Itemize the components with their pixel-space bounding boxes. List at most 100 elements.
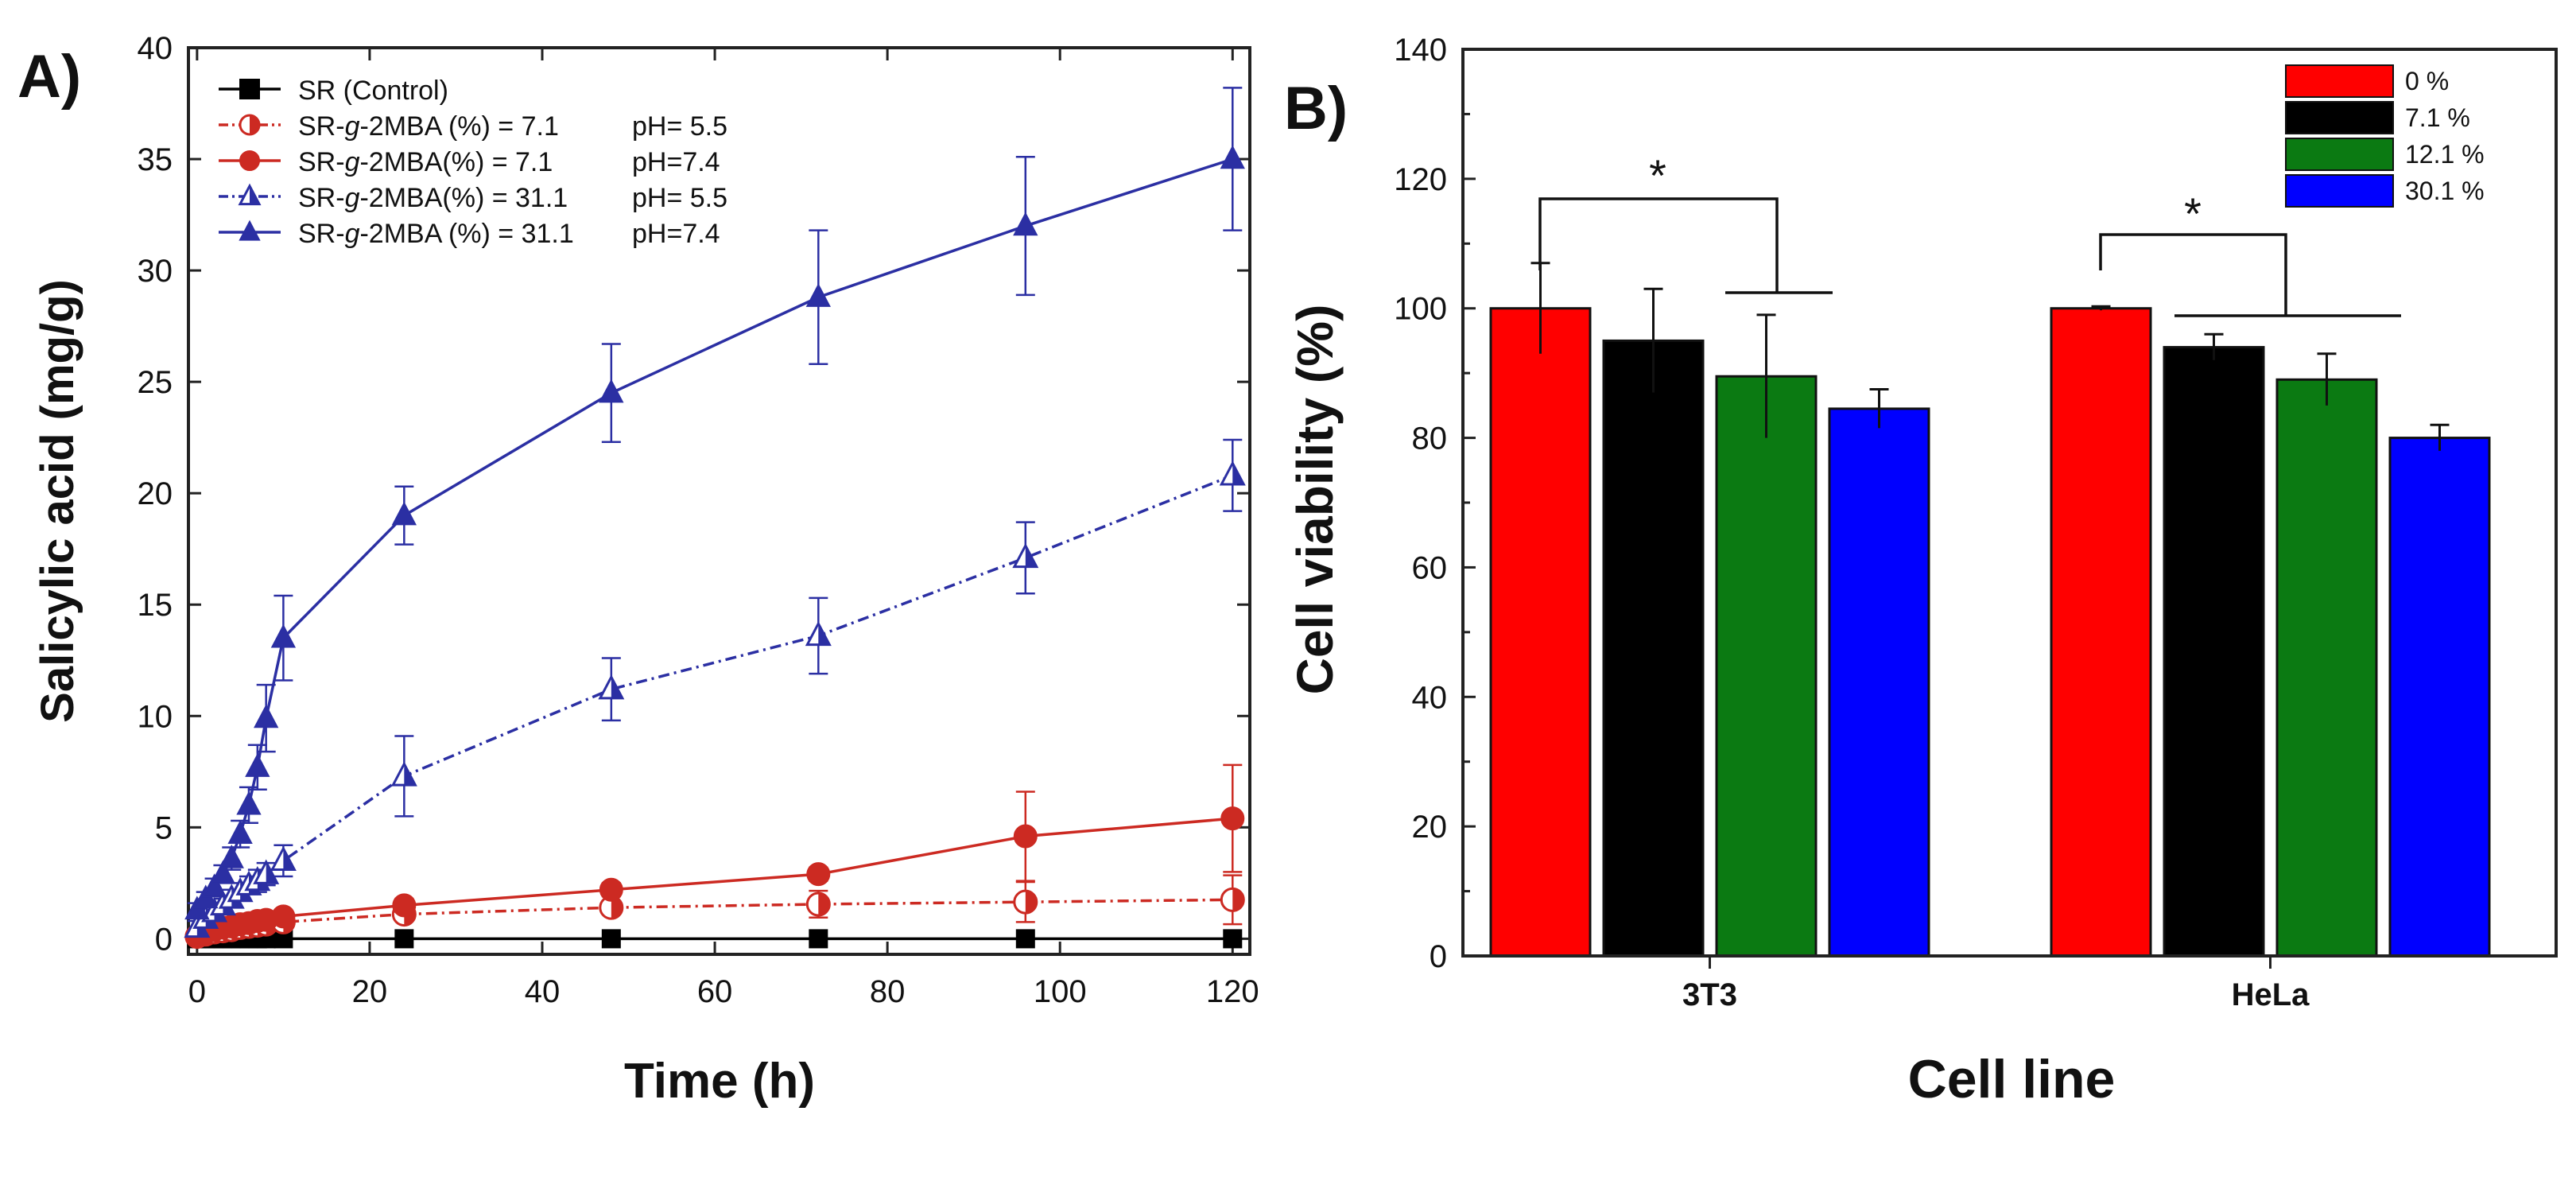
data-point-triangle-half-fill bbox=[1025, 546, 1037, 567]
data-point-triangle bbox=[1013, 212, 1038, 236]
data-point-circle-half-fill bbox=[818, 892, 830, 915]
bar-HeLa-3 bbox=[2388, 437, 2491, 958]
panel-a-x-tick-label: 80 bbox=[870, 974, 906, 1009]
legend-label-prefix: SR- bbox=[298, 147, 345, 177]
legend-label-suffix: -2MBA(%) = 7.1 bbox=[359, 147, 553, 177]
data-point-triangle-half-fill bbox=[266, 861, 277, 884]
data-point-triangle bbox=[210, 860, 236, 884]
panel-a-y-tick-label: 25 bbox=[138, 365, 173, 400]
legend-label-italic: g bbox=[345, 111, 360, 142]
panel-b-bars: 3T3 HeLa bbox=[1489, 262, 2491, 1012]
legend-ph-label: pH= 5.5 bbox=[632, 111, 727, 142]
bar-HeLa-0 bbox=[2050, 307, 2152, 958]
data-point-circle-half-fill bbox=[250, 115, 259, 134]
panel-b-y-tick-label: 100 bbox=[1394, 292, 1447, 327]
panel-a-y-tick-label: 35 bbox=[138, 142, 173, 177]
panel-b-y-axis-label: Cell viability (%) bbox=[1286, 305, 1344, 695]
data-point-triangle bbox=[270, 624, 297, 648]
data-point-square bbox=[1015, 929, 1035, 949]
data-point-triangle-half-fill bbox=[611, 677, 623, 698]
series-line bbox=[196, 474, 1233, 929]
bar-HeLa-2 bbox=[2275, 378, 2378, 958]
data-point-triangle-half-fill bbox=[404, 763, 416, 786]
series-line bbox=[196, 898, 1233, 938]
panel-a-series bbox=[184, 87, 1246, 950]
legend-label: 7.1 % bbox=[2405, 103, 2470, 132]
panel-b-legend: 0 % 7.1 % 12.1 % 30.1 % bbox=[2285, 64, 2485, 208]
data-point-circle-half-fill bbox=[611, 896, 623, 919]
panel-a-y-tick-label: 15 bbox=[138, 588, 173, 623]
legend-label-suffix: -2MBA (%) = 31.1 bbox=[359, 219, 573, 249]
bar-HeLa-1 bbox=[2163, 346, 2265, 958]
panel-a-x-tick-label: 0 bbox=[188, 974, 206, 1009]
series-2 bbox=[184, 763, 1245, 949]
panel-b-plot-frame bbox=[1461, 48, 2558, 958]
data-point-triangle bbox=[245, 753, 270, 777]
legend-ph-label: pH= 5.5 bbox=[632, 183, 727, 213]
panel-b-y-tick-label: 80 bbox=[1412, 422, 1448, 456]
legend-label-prefix: SR- bbox=[298, 111, 345, 142]
legend-label: 0 % bbox=[2405, 67, 2449, 95]
data-point-triangle bbox=[805, 283, 831, 307]
panel-a-x-tick-label: 60 bbox=[697, 974, 733, 1009]
panel-b-y-tick-label: 60 bbox=[1412, 550, 1448, 585]
panel-a-y-axis-label: Salicylic acid (mg/g) bbox=[32, 279, 83, 723]
panel-b-category-label: 3T3 bbox=[1682, 977, 1737, 1012]
legend-ph-label: pH=7.4 bbox=[632, 147, 720, 177]
legend-label-prefix: SR- bbox=[298, 219, 345, 249]
data-point-square bbox=[601, 929, 621, 949]
data-point-square bbox=[239, 79, 260, 99]
data-point-triangle-half-fill bbox=[818, 624, 830, 645]
panel-b-category-label: HeLa bbox=[2232, 977, 2310, 1012]
panel-a-y-tick-label: 5 bbox=[155, 810, 173, 845]
legend-label: SR-g-2MBA (%) = 7.1 bbox=[298, 111, 559, 142]
panel-a-x-tick-label: 20 bbox=[352, 974, 388, 1009]
panel-a-label: A) bbox=[17, 43, 81, 111]
significance-bracket bbox=[1538, 197, 1779, 293]
data-point-square bbox=[809, 929, 828, 949]
data-point-triangle-half-fill bbox=[250, 185, 259, 204]
legend-swatch bbox=[2285, 64, 2394, 98]
data-point-triangle-half-fill bbox=[283, 848, 295, 870]
significance-star: * bbox=[2184, 188, 2202, 239]
legend-label-italic: g bbox=[345, 219, 360, 249]
legend-ph-label: pH=7.4 bbox=[632, 219, 720, 249]
panel-b-significance: ** bbox=[1538, 150, 2401, 317]
data-point-circle bbox=[806, 862, 831, 887]
legend-label: SR-g-2MBA(%) = 31.1 bbox=[298, 183, 568, 213]
panel-a-plot-frame bbox=[187, 46, 1251, 956]
data-point-square bbox=[394, 929, 414, 949]
series-4 bbox=[184, 87, 1245, 920]
significance-star: * bbox=[1649, 150, 1666, 200]
panel-a: A) 0 20 40 60 80 100 120 0 5 10 15 20 25 30 35 40 SR (C… bbox=[17, 31, 1259, 1109]
legend-label-prefix: SR- bbox=[298, 183, 345, 213]
data-point-circle bbox=[239, 150, 260, 171]
legend-label-suffix: -2MBA(%) = 31.1 bbox=[359, 183, 568, 213]
legend-label-italic: g bbox=[345, 147, 360, 177]
legend-label: SR (Control) bbox=[298, 76, 448, 106]
legend-swatch bbox=[2285, 174, 2394, 208]
panel-a-x-tick-label: 100 bbox=[1034, 974, 1087, 1009]
series-3 bbox=[184, 438, 1246, 938]
panel-a-y-tick-label: 40 bbox=[138, 31, 173, 66]
data-point-triangle bbox=[219, 845, 244, 868]
data-point-circle bbox=[271, 904, 296, 929]
panel-b-axes: 0 20 40 60 80 100 120 140 bbox=[1394, 33, 1476, 974]
data-point-triangle-half-fill bbox=[1232, 463, 1244, 484]
data-point-triangle bbox=[239, 219, 261, 241]
data-point-triangle bbox=[201, 873, 227, 898]
data-point-circle bbox=[1220, 806, 1245, 831]
panel-b-y-tick-label: 140 bbox=[1394, 33, 1447, 68]
panel-b-y-tick-label: 0 bbox=[1430, 939, 1447, 974]
bar-3T3-3 bbox=[1828, 407, 1930, 958]
panel-a-axes: 0 20 40 60 80 100 120 0 5 10 15 20 25 30 35 40 bbox=[138, 31, 1259, 1009]
significance-bracket bbox=[2099, 233, 2287, 316]
panel-a-y-tick-label: 10 bbox=[138, 699, 173, 734]
panel-b-label: B) bbox=[1284, 75, 1348, 142]
legend-label-suffix: -2MBA (%) = 7.1 bbox=[359, 111, 558, 142]
data-point-triangle bbox=[236, 791, 262, 815]
panel-b-y-tick-label: 120 bbox=[1394, 162, 1447, 197]
panel-b-y-tick-label: 40 bbox=[1412, 680, 1448, 715]
